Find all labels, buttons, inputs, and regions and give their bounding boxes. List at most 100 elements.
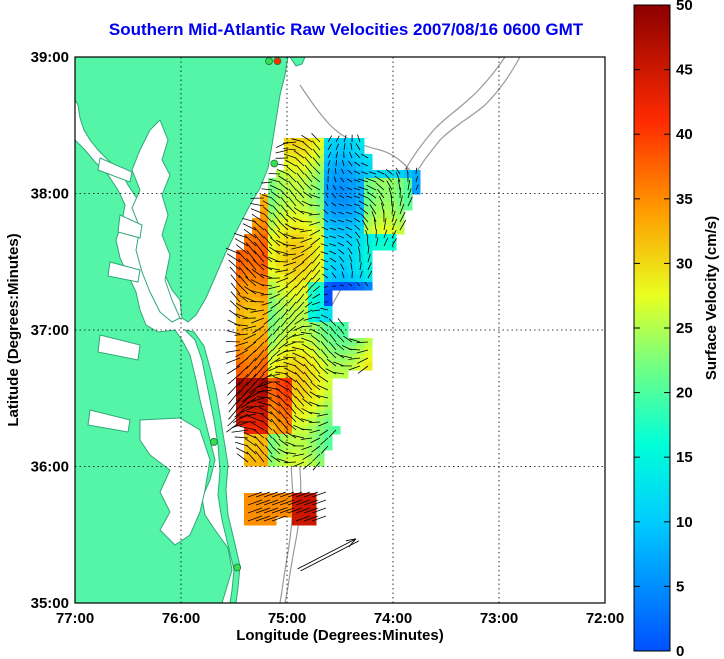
velocity-arrow bbox=[277, 230, 289, 239]
velocity-arrow bbox=[304, 301, 313, 308]
velocity-arrow bbox=[283, 148, 297, 151]
velocity-arrow bbox=[270, 237, 281, 247]
velocity-cell bbox=[244, 258, 253, 267]
velocity-cell bbox=[340, 322, 349, 331]
velocity-cell bbox=[324, 418, 333, 427]
velocity-arrow bbox=[269, 178, 281, 183]
velocity-arrow bbox=[312, 293, 321, 299]
velocity-arrow bbox=[310, 381, 321, 391]
velocity-arrow bbox=[312, 165, 321, 175]
velocity-cell bbox=[292, 362, 301, 371]
velocity-cell bbox=[284, 138, 293, 147]
velocity-arrow bbox=[262, 254, 273, 263]
velocity-arrow bbox=[275, 387, 289, 399]
velocity-arrow bbox=[312, 348, 321, 359]
velocity-cell bbox=[268, 450, 277, 459]
x-tick-label: 77:00 bbox=[56, 610, 94, 627]
velocity-arrow bbox=[275, 149, 289, 154]
velocity-cell bbox=[292, 322, 301, 331]
velocity-cell bbox=[252, 450, 261, 459]
velocity-arrow bbox=[329, 219, 337, 223]
velocity-arrow bbox=[256, 389, 273, 393]
velocity-arrow bbox=[261, 181, 273, 184]
velocity-arrow bbox=[270, 349, 281, 359]
velocity-cell bbox=[292, 202, 301, 211]
velocity-arrow bbox=[268, 285, 281, 290]
velocity-arrow bbox=[321, 266, 329, 271]
velocity-arrow bbox=[280, 196, 289, 207]
velocity-arrow bbox=[311, 364, 321, 375]
velocity-cell bbox=[364, 266, 373, 275]
velocity-arrow bbox=[278, 438, 289, 447]
velocity-cell bbox=[348, 170, 357, 179]
velocity-arrow bbox=[368, 197, 377, 207]
velocity-cell bbox=[300, 450, 309, 459]
velocity-cell bbox=[252, 298, 261, 307]
inlet bbox=[87, 409, 131, 433]
velocity-cell bbox=[268, 242, 277, 251]
velocity-cell bbox=[364, 170, 373, 179]
velocity-arrow bbox=[234, 238, 249, 247]
velocity-arrow bbox=[360, 213, 369, 223]
velocity-cell bbox=[300, 370, 309, 379]
velocity-arrow bbox=[358, 200, 369, 207]
velocity-arrow bbox=[236, 453, 249, 463]
velocity-cell bbox=[260, 266, 269, 275]
velocity-arrow bbox=[225, 340, 241, 343]
velocity-arrow bbox=[234, 405, 249, 418]
velocity-arrow bbox=[395, 167, 401, 175]
velocity-arrow bbox=[349, 338, 361, 343]
velocity-arrow bbox=[238, 283, 249, 295]
velocity-cell bbox=[244, 442, 253, 451]
velocity-cell bbox=[292, 162, 301, 171]
velocity-arrow bbox=[243, 228, 257, 239]
velocity-arrow bbox=[254, 241, 265, 255]
velocity-cell bbox=[324, 338, 333, 347]
velocity-cell bbox=[324, 314, 333, 323]
velocity-cell bbox=[284, 386, 293, 395]
velocity-arrow bbox=[325, 192, 329, 199]
velocity-cell bbox=[276, 186, 285, 195]
velocity-arrow bbox=[335, 143, 340, 151]
velocity-arrow bbox=[348, 348, 361, 351]
velocity-arrow bbox=[288, 180, 297, 191]
colorbar-tick-label: 25 bbox=[676, 320, 693, 337]
velocity-arrow bbox=[302, 398, 313, 407]
velocity-cell bbox=[292, 258, 301, 267]
velocity-arrow bbox=[369, 204, 377, 215]
velocity-cell bbox=[260, 298, 269, 307]
velocity-cell bbox=[308, 138, 317, 147]
velocity-arrow bbox=[261, 301, 273, 306]
velocity-arrow bbox=[246, 373, 257, 387]
velocity-arrow bbox=[296, 293, 305, 304]
velocity-cell bbox=[324, 210, 333, 219]
velocity-arrow bbox=[348, 151, 353, 159]
velocity-arrow bbox=[238, 266, 249, 279]
velocity-cell bbox=[316, 338, 325, 347]
velocity-cell bbox=[284, 402, 293, 411]
velocity-cell bbox=[324, 178, 333, 187]
velocity-arrow bbox=[302, 141, 313, 151]
velocity-arrow bbox=[339, 284, 345, 287]
velocity-cell bbox=[364, 362, 373, 371]
velocity-cell bbox=[292, 250, 301, 259]
velocity-arrow bbox=[399, 211, 406, 223]
velocity-cell bbox=[364, 282, 373, 291]
x-axis-ticks: 77:00 76:00 75:00 74:00 73:00 72:00 bbox=[56, 610, 624, 627]
velocity-cell bbox=[324, 434, 333, 443]
velocity-cell bbox=[268, 418, 277, 427]
velocity-arrow bbox=[285, 277, 297, 287]
velocity-cell bbox=[348, 354, 357, 363]
velocity-arrow bbox=[251, 213, 265, 223]
velocity-cell bbox=[332, 202, 341, 211]
velocity-cell bbox=[316, 346, 325, 355]
velocity-arrow bbox=[329, 243, 337, 247]
velocity-arrow bbox=[301, 245, 313, 254]
velocity-cell bbox=[316, 210, 325, 219]
velocity-arrow bbox=[275, 365, 289, 368]
velocity-arrow bbox=[276, 349, 289, 356]
velocity-cell bbox=[284, 370, 293, 379]
velocity-arrow bbox=[354, 161, 361, 167]
velocity-arrow bbox=[243, 296, 257, 303]
velocity-arrow bbox=[286, 213, 297, 223]
